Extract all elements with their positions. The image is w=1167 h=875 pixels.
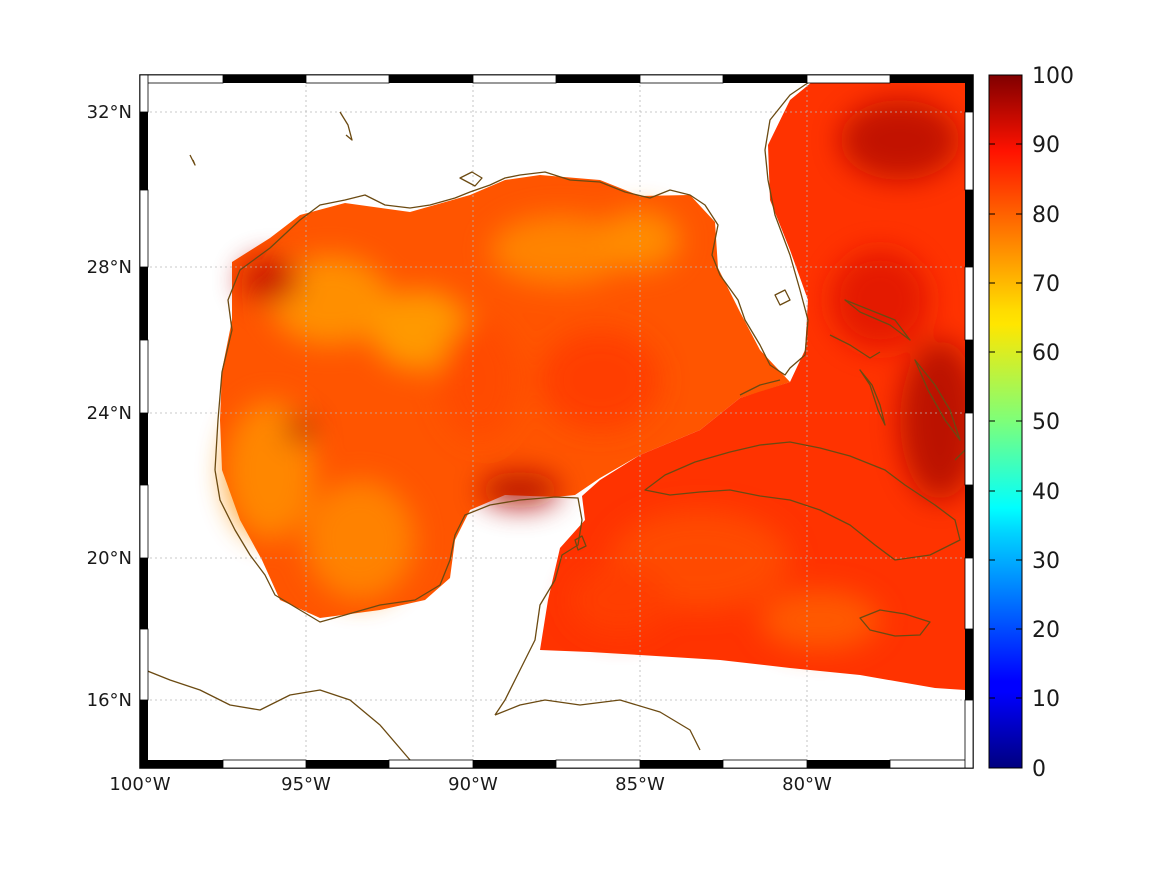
- great-abaco: [829, 334, 881, 359]
- bahamas-2: [844, 299, 911, 341]
- colorbar-tick-60: 60: [1032, 341, 1060, 366]
- island-yucatan: [574, 535, 587, 551]
- lon-label-90w: 90°W: [448, 774, 498, 795]
- colorbar-tick-40: 40: [1032, 480, 1060, 505]
- colorbar-tick-50: 50: [1032, 410, 1060, 435]
- lat-label-32n: 32°N: [87, 102, 132, 123]
- lon-label-85w: 85°W: [615, 774, 665, 795]
- colorbar-tick-80: 80: [1032, 203, 1060, 228]
- lon-label-100w: 100°W: [109, 774, 170, 795]
- texas-islands: [189, 154, 196, 166]
- jamaica: [859, 609, 931, 637]
- lat-labels: 32°N 28°N 24°N 20°N 16°N: [87, 102, 132, 711]
- us-gulf-coast: [214, 77, 816, 471]
- lat-label-20n: 20°N: [87, 548, 132, 569]
- colorbar-tick-30: 30: [1032, 549, 1060, 574]
- pacific-coast: [140, 667, 424, 768]
- lon-label-80w: 80°W: [782, 774, 832, 795]
- bahamas-1: [859, 369, 886, 426]
- map-frame: [139, 74, 974, 769]
- north-inlet: [339, 111, 353, 141]
- florida-keys: [739, 379, 781, 396]
- colorbar-tick-10: 10: [1032, 687, 1060, 712]
- colorbar: 100 90 80 70 60 50 40 30 20 10 0: [988, 64, 1074, 782]
- lake-pontchartrain: [459, 171, 483, 187]
- coastlines: [140, 77, 973, 768]
- lon-label-95w: 95°W: [281, 774, 331, 795]
- mexico-coast: [214, 469, 583, 716]
- lat-label-24n: 24°N: [87, 403, 132, 424]
- cuba: [644, 441, 961, 561]
- colorbar-tick-90: 90: [1032, 133, 1060, 158]
- lat-label-28n: 28°N: [87, 257, 132, 278]
- bahamas-3: [914, 359, 961, 441]
- lon-labels: 100°W 95°W 90°W 85°W 80°W: [109, 774, 832, 795]
- colorbar-tick-0: 0: [1032, 757, 1046, 782]
- colorbar-tick-70: 70: [1032, 272, 1060, 297]
- lat-label-16n: 16°N: [87, 690, 132, 711]
- colorbar-tick-100: 100: [1032, 64, 1074, 89]
- colorbar-tick-20: 20: [1032, 618, 1060, 643]
- lake-okeechobee: [774, 289, 791, 306]
- central-america-coast: [494, 699, 701, 751]
